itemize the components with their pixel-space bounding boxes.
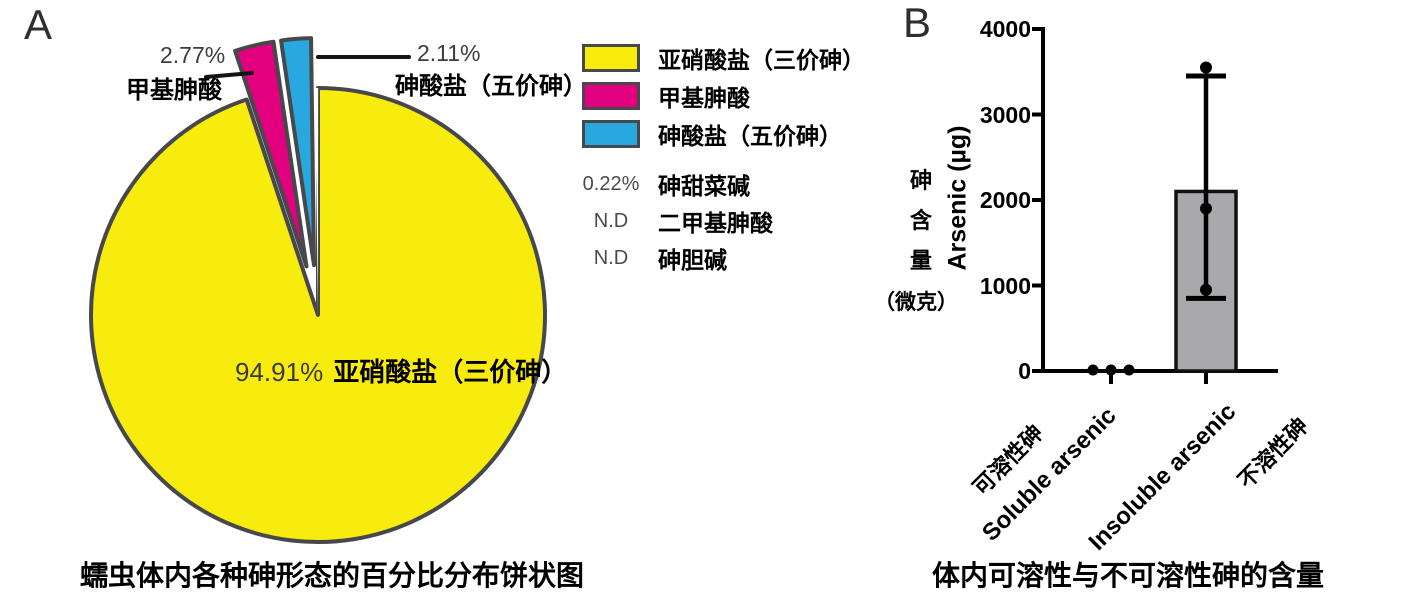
legend-row: N.D 砷胆碱 xyxy=(582,244,727,274)
legend-prefix-arsenobetaine: 0.22% xyxy=(582,172,640,195)
callout-arsenate-name: 砷酸盐（五价砷） xyxy=(395,73,587,100)
b-y-tick-label: 1000 xyxy=(979,272,1031,299)
b-ylabel-zh-char3: 量 xyxy=(910,248,933,273)
b-ylabel-zh-unit: （微克） xyxy=(874,291,958,314)
legend-row: 0.22% 砷甜菜碱 xyxy=(582,170,750,200)
pie-slice-methylarsonic-acid xyxy=(233,39,309,269)
data-point-insoluble xyxy=(1200,202,1212,215)
caption-panel-b: 体内可溶性与不可溶性砷的含量 xyxy=(931,560,1324,591)
panel-b-letter: B xyxy=(903,0,932,46)
data-point-soluble xyxy=(1087,364,1099,376)
legend-row: 亚硝酸盐（三价砷） xyxy=(582,44,865,73)
legend-swatch-arsenate xyxy=(582,120,640,148)
data-point-insoluble xyxy=(1200,283,1212,296)
legend-label-methylarsonic: 甲基胂酸 xyxy=(658,85,750,111)
pie-slice-arsenobetaine xyxy=(315,87,319,315)
legend-swatch-methylarsonic xyxy=(582,82,640,110)
legend-label-arsenocholine: 砷胆碱 xyxy=(658,247,727,273)
legend-row: 甲基胂酸 xyxy=(582,82,750,111)
data-point-soluble xyxy=(1123,364,1135,376)
b-ylabel-zh-char1: 砷 xyxy=(910,168,933,193)
legend-row: 砷酸盐（五价砷） xyxy=(582,120,842,149)
pie-center-label: 94.91% 亚硝酸盐（三价砷） xyxy=(235,352,567,389)
legend-swatch-arsenite xyxy=(582,44,640,72)
legend-label-arsenite: 亚硝酸盐（三价砷） xyxy=(658,47,865,73)
callout-methyl-name: 甲基胂酸 xyxy=(126,77,222,104)
b-ylabel-zh-char2: 含 xyxy=(910,208,933,233)
data-point-insoluble xyxy=(1200,61,1212,74)
legend-prefix-dimethylarsinic: N.D xyxy=(593,209,629,232)
b-y-tick-label: 3000 xyxy=(979,101,1031,128)
b-ytick-labels: 0 1000 2000 3000 4000 xyxy=(967,0,1031,611)
pie-center-name: 亚硝酸盐（三价砷） xyxy=(333,357,568,387)
callout-line-methyl xyxy=(204,71,254,79)
b-y-tick-label: 2000 xyxy=(979,187,1031,213)
callout-methyl-pct: 2.77% xyxy=(160,42,226,68)
pie-center-pct: 94.91% xyxy=(235,357,324,387)
legend-prefix-arsenocholine: N.D xyxy=(593,246,629,269)
legend-row: N.D 二甲基胂酸 xyxy=(582,207,773,237)
callout-arsenate-pct: 2.11% xyxy=(417,40,481,66)
data-point-soluble xyxy=(1105,364,1117,376)
pie-legend: 亚硝酸盐（三价砷） 甲基胂酸 砷酸盐（五价砷） 0.22% 砷甜菜碱 N.D 二… xyxy=(582,44,912,274)
pie-slice-arsenate xyxy=(279,36,317,268)
b-y-tick-label: 0 xyxy=(1018,358,1031,384)
caption-panel-a: 蠕虫体内各种砷形态的百分比分布饼状图 xyxy=(79,560,584,591)
pie-slice-arsenite xyxy=(89,86,547,544)
legend-label-arsenate: 砷酸盐（五价砷） xyxy=(658,123,842,149)
b-y-tick-label: 4000 xyxy=(979,16,1031,42)
legend-label-arsenobetaine: 砷甜菜碱 xyxy=(658,173,750,199)
panel-a-letter: A xyxy=(24,1,53,48)
legend-label-dimethylarsinic: 二甲基胂酸 xyxy=(658,210,773,236)
